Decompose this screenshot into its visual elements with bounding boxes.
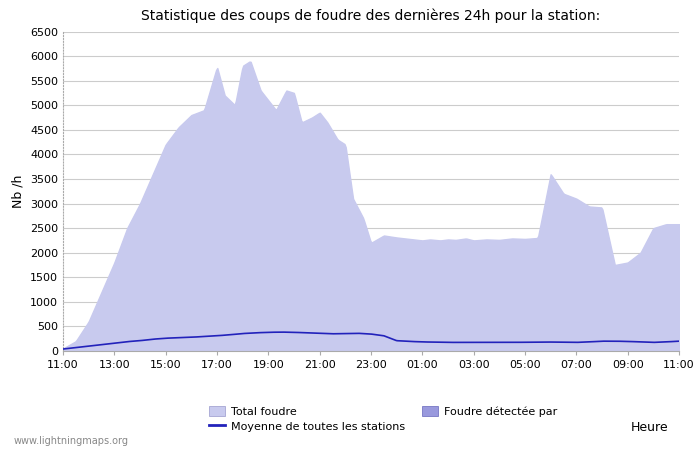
Y-axis label: Nb /h: Nb /h [11,175,25,208]
Legend: Total foudre, Moyenne de toutes les stations, Foudre détectée par: Total foudre, Moyenne de toutes les stat… [204,401,561,436]
Title: Statistique des coups de foudre des dernières 24h pour la station:: Statistique des coups de foudre des dern… [141,9,601,23]
Text: Heure: Heure [631,421,668,434]
Text: www.lightningmaps.org: www.lightningmaps.org [14,436,129,446]
